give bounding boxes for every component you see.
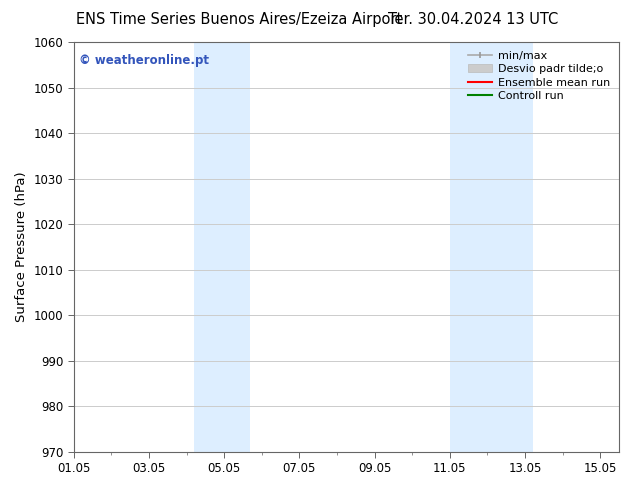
Text: Ter. 30.04.2024 13 UTC: Ter. 30.04.2024 13 UTC (387, 12, 558, 27)
Legend: min/max, Desvio padr tilde;o, Ensemble mean run, Controll run: min/max, Desvio padr tilde;o, Ensemble m… (465, 48, 614, 104)
Bar (194, 42, 250, 452)
Bar (450, 42, 533, 452)
Y-axis label: Surface Pressure (hPa): Surface Pressure (hPa) (15, 172, 28, 322)
Text: ENS Time Series Buenos Aires/Ezeiza Airport: ENS Time Series Buenos Aires/Ezeiza Airp… (76, 12, 403, 27)
Text: © weatheronline.pt: © weatheronline.pt (79, 54, 209, 67)
